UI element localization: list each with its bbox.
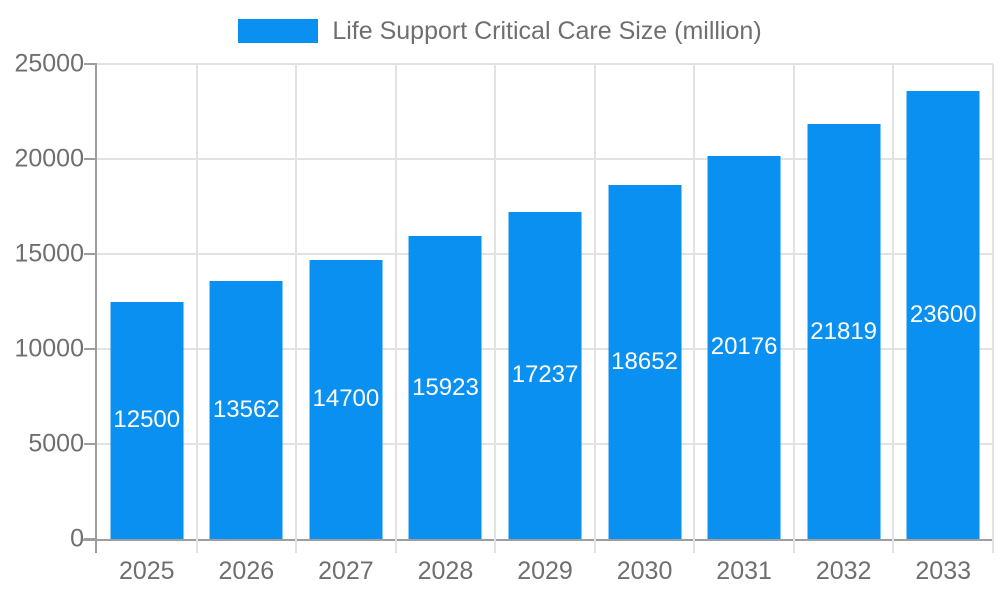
y-axis-tick <box>84 63 97 65</box>
bar-value-label: 17237 <box>511 361 579 389</box>
y-axis-tick <box>84 538 97 540</box>
x-axis-tick-label: 2030 <box>616 557 673 585</box>
gridline-vertical <box>295 64 298 553</box>
bar-value-label: 13562 <box>212 396 280 424</box>
bar-value-label: 23600 <box>909 300 977 328</box>
gridline-horizontal <box>97 158 993 160</box>
x-axis-line <box>83 539 993 541</box>
gridline-vertical <box>792 64 795 553</box>
y-axis-tick-label: 0 <box>70 524 84 553</box>
y-axis-line <box>95 64 97 553</box>
x-axis-tick-label: 2029 <box>517 557 573 585</box>
bar-value-label: 14700 <box>312 385 380 413</box>
legend-label: Life Support Critical Care Size (million… <box>332 16 762 45</box>
y-axis-tick-label: 20000 <box>14 144 84 173</box>
x-axis-tick-label: 2026 <box>218 557 275 585</box>
y-axis-tick <box>84 443 97 445</box>
plot-area: 0 5000 10000 15000 20000 25000 12500 2025 13562 2… <box>14 51 994 584</box>
gridline-vertical <box>992 64 994 553</box>
bar-value-label: 20176 <box>710 333 778 361</box>
bar-2025: 12500 <box>110 301 184 539</box>
y-axis-tick <box>84 158 97 160</box>
bar-2030: 18652 <box>608 184 682 539</box>
y-axis-tick <box>84 348 97 350</box>
gridline-vertical <box>195 64 198 553</box>
y-axis-tick <box>84 253 97 255</box>
gridline-vertical <box>593 64 596 553</box>
legend-swatch-icon <box>238 19 319 43</box>
bar-value-label: 15923 <box>412 373 479 401</box>
gridline-vertical <box>693 64 696 553</box>
y-axis-tick-label: 5000 <box>28 429 84 458</box>
bar-2027: 14700 <box>309 259 383 539</box>
x-axis-tick-label: 2031 <box>716 557 772 585</box>
gridline-vertical <box>394 64 397 553</box>
bar-2028: 15923 <box>408 236 482 539</box>
bar-2033: 23600 <box>906 90 980 539</box>
y-axis-tick-label: 25000 <box>14 49 84 78</box>
bar-2032: 21819 <box>807 124 881 539</box>
x-axis-tick-label: 2028 <box>417 557 474 585</box>
bar-2026: 13562 <box>209 281 283 539</box>
x-axis-tick-label: 2033 <box>915 557 972 585</box>
x-axis-tick-label: 2025 <box>118 557 175 585</box>
bar-value-label: 21819 <box>810 317 878 345</box>
bar-2029: 17237 <box>508 211 582 539</box>
bar-value-label: 18652 <box>611 347 678 375</box>
legend: Life Support Critical Care Size (million… <box>0 8 1000 54</box>
gridline-vertical <box>892 64 895 553</box>
gridline-vertical <box>494 64 497 553</box>
y-axis-tick-label: 15000 <box>14 239 84 268</box>
bar-value-label: 12500 <box>113 406 181 434</box>
x-axis-tick-label: 2032 <box>815 557 872 585</box>
gridline-horizontal <box>97 63 993 65</box>
bar-2031: 20176 <box>707 155 781 539</box>
y-axis-tick-label: 10000 <box>14 334 84 363</box>
x-axis-tick-label: 2027 <box>318 557 374 585</box>
